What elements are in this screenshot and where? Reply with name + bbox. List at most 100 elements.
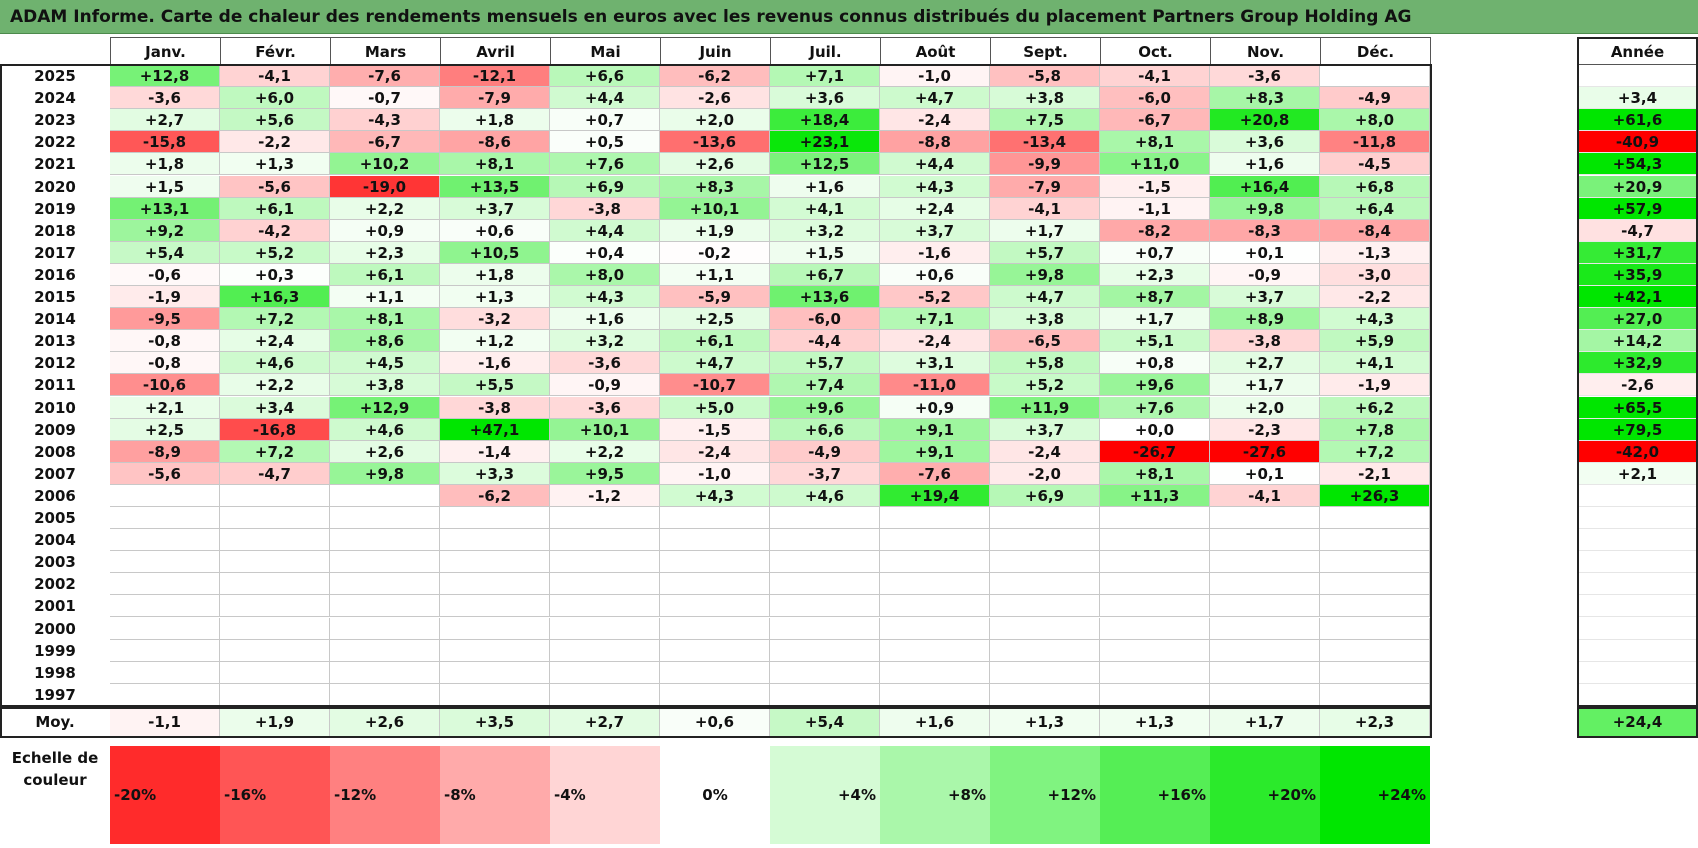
month-header: Mai: [550, 37, 661, 65]
heat-cell: +9,5: [550, 462, 660, 485]
heat-cell: [880, 529, 990, 552]
heat-cell: +3,4: [220, 396, 330, 419]
heat-cell: +2,5: [110, 418, 220, 441]
heat-cell: +3,7: [1210, 286, 1320, 309]
heat-cell: +0,7: [1100, 241, 1210, 264]
heat-cell: [550, 551, 660, 574]
heat-cell: [660, 639, 770, 662]
heat-cell: +2,4: [220, 330, 330, 353]
heat-cell: +3,1: [880, 352, 990, 375]
heat-cell: [1100, 661, 1210, 684]
average-cell: +0,6: [660, 708, 770, 736]
heat-cell: +0,0: [1100, 418, 1210, 441]
year-label: 2009: [34, 420, 76, 439]
heat-cell: -0,2: [660, 241, 770, 264]
heat-cell: +4,4: [550, 219, 660, 242]
heat-cell: +0,9: [330, 219, 440, 242]
heat-cell: +6,4: [1320, 197, 1430, 220]
heat-cell: [770, 683, 880, 706]
heat-cell: +6,9: [990, 484, 1100, 507]
heat-cell: [1100, 529, 1210, 552]
heat-cell: +4,4: [550, 87, 660, 110]
heat-cell: +4,7: [990, 286, 1100, 309]
heat-cell: [660, 573, 770, 596]
heat-cell: [880, 595, 990, 618]
heat-cell: +4,7: [880, 87, 990, 110]
year-label: 2013: [34, 332, 76, 351]
heat-cell: +4,6: [220, 352, 330, 375]
heat-cell: +2,3: [1100, 263, 1210, 286]
heat-cell: -3,6: [550, 396, 660, 419]
year-label: 2003: [34, 553, 76, 572]
heat-cell: +5,1: [1100, 330, 1210, 353]
heat-cell: [660, 551, 770, 574]
heat-cell: -8,8: [880, 131, 990, 154]
heat-cell: +7,1: [880, 308, 990, 331]
heat-cell: -1,2: [550, 484, 660, 507]
heat-cell: +8,6: [330, 330, 440, 353]
annual-cell: [1577, 683, 1698, 706]
heat-cell: -12,1: [440, 65, 550, 88]
heat-cell: -4,1: [1100, 65, 1210, 88]
heat-cell: -11,8: [1320, 131, 1430, 154]
annual-cell: +42,1: [1577, 286, 1698, 309]
heat-cell: [550, 595, 660, 618]
heat-cell: +9,8: [990, 263, 1100, 286]
heat-cell: [770, 617, 880, 640]
heat-cell: +4,4: [880, 153, 990, 176]
heat-cell: -3,6: [110, 87, 220, 110]
annual-cell: -4,7: [1577, 219, 1698, 242]
heat-cell: [220, 551, 330, 574]
month-header: Sept.: [990, 37, 1101, 65]
year-label: 2018: [34, 221, 76, 240]
heat-cell: -1,6: [880, 241, 990, 264]
heat-cell: [880, 617, 990, 640]
heat-cell: +9,1: [880, 440, 990, 463]
heat-cell: [660, 507, 770, 530]
heat-cell: +8,7: [1100, 286, 1210, 309]
heat-cell: -0,7: [330, 87, 440, 110]
heat-cell: -0,8: [110, 352, 220, 375]
heat-cell: [550, 661, 660, 684]
heat-cell: +8,3: [1210, 87, 1320, 110]
heat-cell: +9,2: [110, 219, 220, 242]
heat-cell: +2,4: [880, 197, 990, 220]
heat-cell: +10,5: [440, 241, 550, 264]
heat-cell: [110, 661, 220, 684]
heat-cell: [1100, 595, 1210, 618]
heat-cell: -4,9: [770, 440, 880, 463]
heat-cell: +6,0: [220, 87, 330, 110]
heat-cell: +1,6: [770, 175, 880, 198]
month-header: Avril: [440, 37, 551, 65]
heat-cell: [440, 529, 550, 552]
heat-cell: +8,1: [1100, 462, 1210, 485]
heat-cell: +1,8: [440, 109, 550, 132]
heat-cell: -3,6: [1210, 65, 1320, 88]
year-label: 2021: [34, 155, 76, 174]
heat-cell: -8,2: [1100, 219, 1210, 242]
heat-cell: -27,6: [1210, 440, 1320, 463]
heat-cell: [1100, 573, 1210, 596]
annual-cell: -40,9: [1577, 131, 1698, 154]
scale-swatch: -20%: [110, 745, 220, 844]
heat-cell: +1,8: [110, 153, 220, 176]
year-label: 2022: [34, 133, 76, 152]
heat-cell: -11,0: [880, 374, 990, 397]
heat-cell: [550, 507, 660, 530]
heat-cell: -6,0: [770, 308, 880, 331]
heat-cell: +13,6: [770, 286, 880, 309]
heat-cell: -26,7: [1100, 440, 1210, 463]
year-label: 2006: [34, 486, 76, 505]
heat-cell: +4,6: [330, 418, 440, 441]
month-header: Août: [880, 37, 991, 65]
heat-cell: [220, 573, 330, 596]
heat-cell: [220, 507, 330, 530]
heat-cell: [220, 661, 330, 684]
annual-cell: +14,2: [1577, 330, 1698, 353]
heat-cell: -6,2: [660, 65, 770, 88]
annual-cell: +54,3: [1577, 153, 1698, 176]
year-label: 2020: [34, 177, 76, 196]
heat-cell: -1,6: [440, 352, 550, 375]
annual-cell: +27,0: [1577, 308, 1698, 331]
